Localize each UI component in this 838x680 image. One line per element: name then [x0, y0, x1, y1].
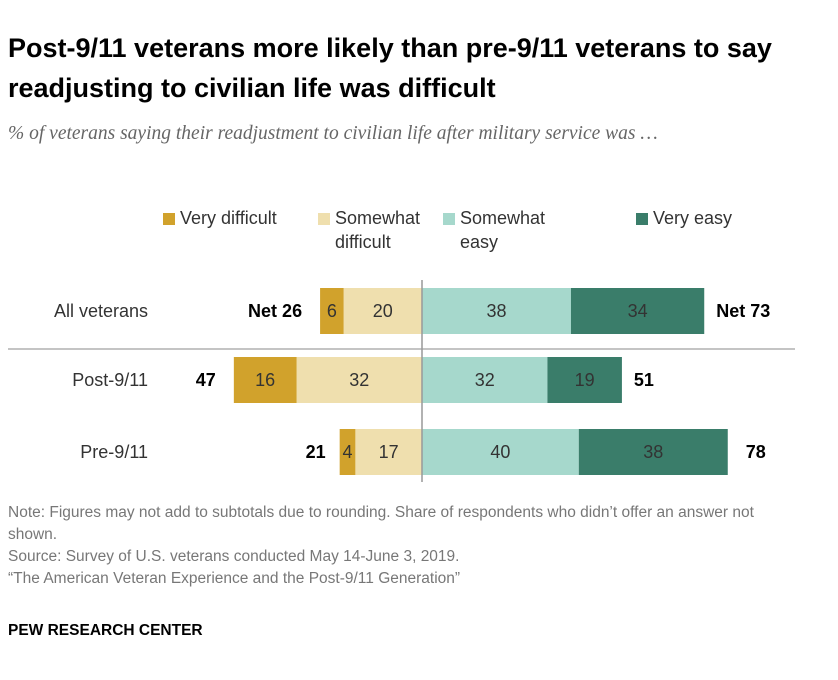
legend-swatch [318, 213, 330, 225]
legend-swatch [163, 213, 175, 225]
data-label: 34 [628, 301, 648, 321]
bar-segment [296, 357, 422, 403]
data-label: 4 [343, 442, 353, 462]
bar-segment [339, 429, 356, 475]
legend-label: Very easy [653, 208, 733, 228]
legend-swatch [636, 213, 648, 225]
chart-title: Post-9/11 veterans more likely than pre-… [8, 33, 772, 103]
legend-label: Somewhat easy [460, 208, 546, 252]
footer: PEW RESEARCH CENTER [8, 622, 203, 639]
bar-segment [547, 357, 622, 403]
bar-segment [355, 429, 422, 475]
category-label: Pre-9/11 [80, 442, 148, 462]
data-label: 6 [327, 301, 337, 321]
legend-label: Very difficult [180, 208, 277, 228]
data-label: 38 [486, 301, 506, 321]
data-label: 40 [490, 442, 510, 462]
notes: Note: Figures may not add to subtotals d… [8, 502, 798, 590]
bar-segment [343, 288, 422, 334]
legend-swatch [443, 213, 455, 225]
note-line: Note: Figures may not add to subtotals d… [8, 504, 754, 543]
category-label: All veterans [54, 301, 148, 321]
net-label: Net 73 [716, 301, 770, 321]
data-label: 16 [255, 370, 275, 390]
bar-segment [570, 288, 705, 334]
data-label: 20 [373, 301, 393, 321]
bar-segment [233, 357, 297, 403]
bar-segment [422, 288, 571, 334]
net-label: 78 [746, 442, 766, 462]
chart-subtitle: % of veterans saying their readjustment … [8, 123, 658, 144]
data-label: 32 [349, 370, 369, 390]
net-label: 47 [196, 370, 216, 390]
bar-segment [422, 429, 579, 475]
data-label: 17 [379, 442, 399, 462]
data-label: 19 [575, 370, 595, 390]
category-label: Post-9/11 [72, 370, 148, 390]
data-label: 32 [475, 370, 495, 390]
legend-label: Somewhat difficult [335, 208, 421, 252]
net-label: Net 26 [248, 301, 302, 321]
net-label: 51 [634, 370, 654, 390]
net-label: 21 [306, 442, 326, 462]
note-line: “The American Veteran Experience and the… [8, 570, 461, 587]
data-label: 38 [643, 442, 663, 462]
bar-segment [578, 429, 728, 475]
bar-segment [422, 357, 548, 403]
bar-segment [320, 288, 344, 334]
note-line: Source: Survey of U.S. veterans conducte… [8, 548, 460, 565]
